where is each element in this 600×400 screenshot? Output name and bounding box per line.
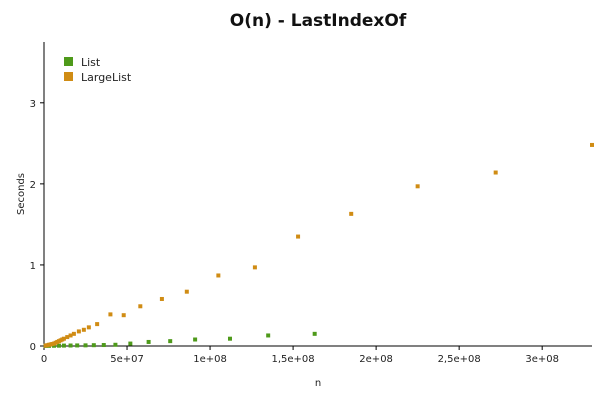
data-point-largelist <box>68 333 73 338</box>
x-ticks: 0 5e+07 1e+08 1,5e+08 2e+08 2,5e+08 3e+08 <box>41 346 559 365</box>
data-point-largelist <box>216 273 221 278</box>
data-point-list <box>75 343 80 348</box>
data-point-list <box>61 343 66 348</box>
data-point-largelist <box>184 289 189 294</box>
data-point-largelist <box>349 211 354 216</box>
data-point-largelist <box>61 336 66 341</box>
data-point-list <box>266 333 271 338</box>
data-point-largelist <box>76 329 81 334</box>
data-point-list <box>193 337 198 342</box>
data-point-list <box>168 339 173 344</box>
data-point-largelist <box>81 327 86 332</box>
legend-label-largelist: LargeList <box>81 71 132 84</box>
data-point-list <box>68 343 73 348</box>
data-point-list <box>83 343 88 348</box>
x-axis-label: n <box>315 378 321 389</box>
chart-title: O(n) - LastIndexOf <box>230 11 407 31</box>
data-point-largelist <box>65 335 70 340</box>
data-point-largelist <box>86 325 91 330</box>
y-tick-label: 0 <box>30 342 36 353</box>
data-point-list <box>91 343 96 348</box>
data-point-largelist <box>296 234 301 239</box>
data-point-list <box>56 343 61 348</box>
x-tick-label: 2e+08 <box>359 354 393 365</box>
data-point-list <box>128 341 133 346</box>
data-point-largelist <box>108 312 113 317</box>
data-point-list <box>101 343 106 348</box>
y-axis-label: Seconds <box>16 173 27 215</box>
legend-swatch-list <box>64 57 73 66</box>
data-point-list <box>146 339 151 344</box>
y-tick-label: 1 <box>30 261 36 272</box>
data-point-list <box>227 336 232 341</box>
x-tick-label: 2,5e+08 <box>438 354 481 365</box>
data-point-largelist <box>138 304 143 309</box>
data-point-largelist <box>415 184 420 189</box>
data-point-largelist <box>493 170 498 175</box>
data-point-largelist <box>252 265 257 270</box>
data-point-largelist <box>159 296 164 301</box>
x-tick-label: 1,5e+08 <box>272 354 315 365</box>
x-tick-label: 0 <box>41 354 47 365</box>
x-tick-label: 1e+08 <box>193 354 227 365</box>
data-point-list <box>312 331 317 336</box>
data-point-largelist <box>95 322 100 327</box>
legend: List LargeList <box>64 56 132 84</box>
y-tick-label: 2 <box>30 180 36 191</box>
data-point-largelist <box>121 313 126 318</box>
data-point-largelist <box>590 142 594 147</box>
axes <box>43 42 592 347</box>
data-point-list <box>113 342 118 347</box>
legend-label-list: List <box>81 56 101 69</box>
series-largelist <box>43 142 594 348</box>
x-tick-label: 3e+08 <box>525 354 559 365</box>
data-point-largelist <box>71 331 76 336</box>
legend-swatch-largelist <box>64 72 73 81</box>
y-ticks: 0 1 2 3 <box>30 99 44 353</box>
y-tick-label: 3 <box>30 99 36 110</box>
x-tick-label: 5e+07 <box>110 354 144 365</box>
